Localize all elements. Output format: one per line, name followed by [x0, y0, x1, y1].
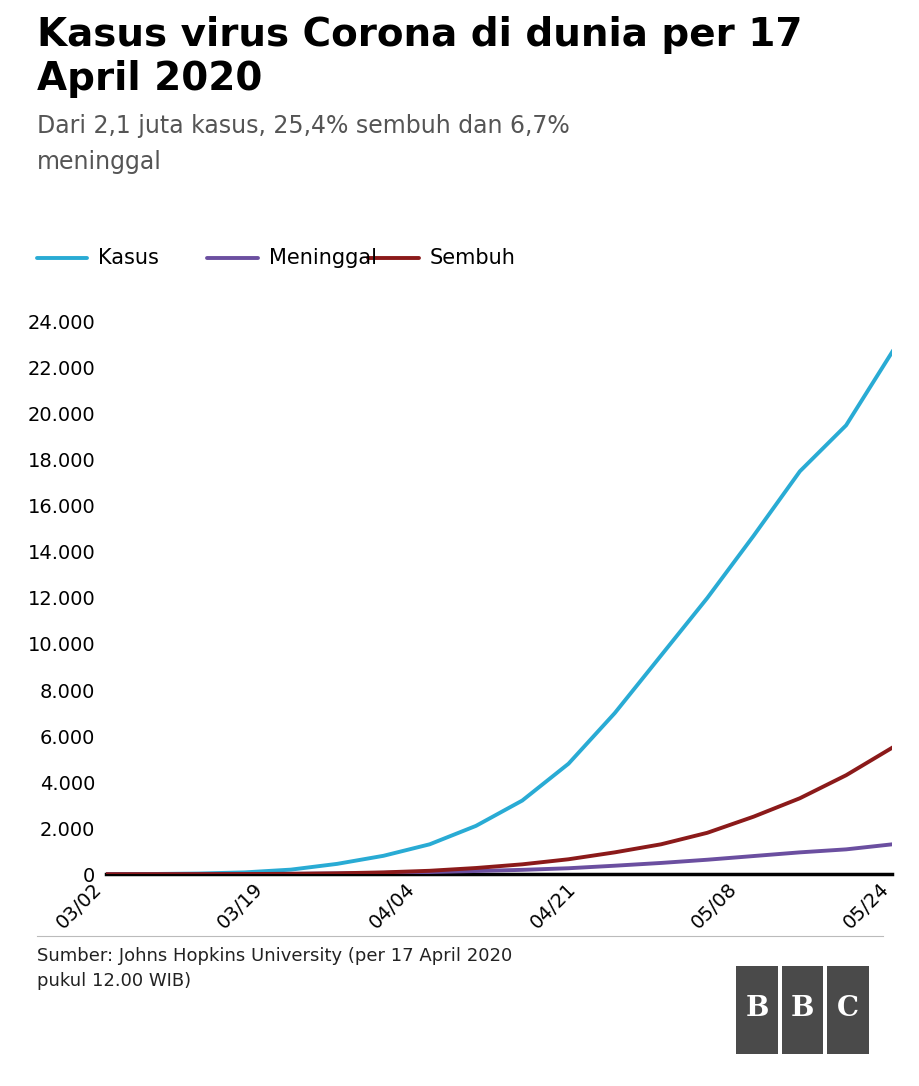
Text: Meninggal: Meninggal [268, 249, 376, 268]
Text: meninggal: meninggal [37, 150, 162, 174]
Text: B: B [744, 995, 767, 1022]
Text: Sumber: Johns Hopkins University (per 17 April 2020
pukul 12.00 WIB): Sumber: Johns Hopkins University (per 17… [37, 947, 512, 990]
Text: Kasus: Kasus [98, 249, 159, 268]
Bar [826, 967, 868, 1053]
Bar [781, 967, 823, 1053]
Text: Dari 2,1 juta kasus, 25,4% sembuh dan 6,7%: Dari 2,1 juta kasus, 25,4% sembuh dan 6,… [37, 114, 569, 138]
Bar [735, 967, 777, 1053]
Text: B: B [790, 995, 813, 1022]
Text: Sembuh: Sembuh [429, 249, 515, 268]
Text: C: C [836, 995, 858, 1022]
Text: April 2020: April 2020 [37, 60, 262, 98]
Text: Kasus virus Corona di dunia per 17: Kasus virus Corona di dunia per 17 [37, 16, 801, 54]
